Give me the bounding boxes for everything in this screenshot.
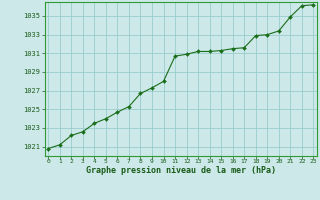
X-axis label: Graphe pression niveau de la mer (hPa): Graphe pression niveau de la mer (hPa) bbox=[86, 166, 276, 175]
